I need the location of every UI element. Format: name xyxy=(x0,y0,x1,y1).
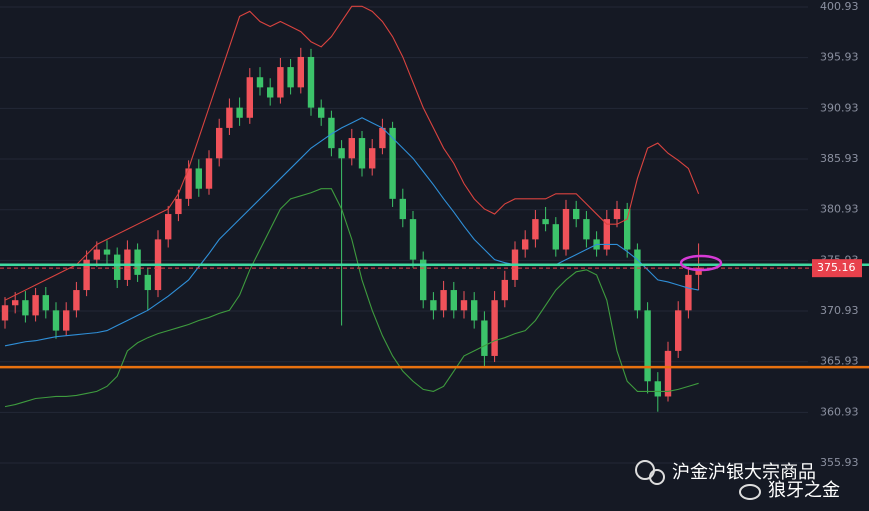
y-tick-label: 395.93 xyxy=(820,51,859,64)
candle-body xyxy=(307,56,315,108)
plot xyxy=(0,5,869,412)
wechat-icon xyxy=(649,469,665,485)
candle-body xyxy=(695,267,702,275)
candle-body xyxy=(63,310,70,331)
candle-body xyxy=(195,168,202,189)
candle-body xyxy=(328,117,335,149)
candle-body xyxy=(685,274,692,311)
candle-body xyxy=(654,381,661,397)
candle-body xyxy=(287,67,294,88)
y-tick-label: 385.93 xyxy=(820,152,859,165)
candle-body xyxy=(562,208,570,250)
y-tick-label: 400.93 xyxy=(820,0,859,13)
candle-body xyxy=(175,198,182,215)
candle-body xyxy=(103,249,111,255)
candle-body xyxy=(12,300,19,306)
watermark-text: 沪金沪银大宗商品 xyxy=(672,462,816,483)
candle-body xyxy=(644,310,651,382)
last-price-box xyxy=(812,259,862,278)
candle-body xyxy=(236,107,243,118)
candle-body xyxy=(369,148,376,169)
candle-body xyxy=(481,320,488,356)
candle-body xyxy=(624,208,631,250)
candle-body xyxy=(318,107,325,118)
watermark-text: 狼牙之金 xyxy=(768,480,840,501)
candle-body xyxy=(542,219,549,225)
candle-body xyxy=(420,259,427,301)
candle-body xyxy=(277,67,284,98)
candle-body xyxy=(471,300,478,321)
y-tick-label: 365.93 xyxy=(820,355,859,368)
candle-body xyxy=(501,279,508,301)
candle-body xyxy=(256,77,264,88)
candle-body xyxy=(93,249,100,260)
candle-body xyxy=(226,107,233,128)
y-tick-label: 380.93 xyxy=(820,203,859,216)
candle-body xyxy=(573,208,580,220)
candle-body xyxy=(83,259,90,291)
candle-body xyxy=(450,290,457,311)
candle-body xyxy=(216,127,223,159)
candle-body xyxy=(522,239,529,250)
candle-body xyxy=(246,77,253,118)
candle-body xyxy=(297,56,304,88)
band-line xyxy=(4,117,699,347)
candle-body xyxy=(144,274,151,291)
candle-body xyxy=(267,87,274,98)
candle-body xyxy=(185,168,192,199)
candle-body xyxy=(1,305,9,321)
candle-body xyxy=(205,158,213,189)
candle-body xyxy=(389,127,396,199)
y-tick-label: 370.93 xyxy=(820,304,859,317)
band-line xyxy=(4,5,700,301)
watermark: 沪金沪银大宗商品 狼牙之金 xyxy=(635,460,840,501)
candle-body xyxy=(664,350,672,397)
candle-body xyxy=(114,254,121,280)
candle-body xyxy=(603,219,610,250)
candle-body xyxy=(552,224,559,250)
candle-body xyxy=(409,219,417,260)
candle-body xyxy=(32,295,39,316)
candle-body xyxy=(583,219,590,240)
y-tick-label: 360.93 xyxy=(820,405,859,418)
candle-body xyxy=(73,290,80,311)
candle-body xyxy=(348,138,355,159)
candle-body xyxy=(42,295,49,311)
y-tick-label: 390.93 xyxy=(820,101,859,114)
candle-body xyxy=(52,310,60,331)
candle-body xyxy=(358,138,366,169)
candle-body xyxy=(491,300,498,356)
candle-body xyxy=(22,300,29,316)
candle-body xyxy=(675,310,682,351)
last-price-label: 375.16 xyxy=(817,261,856,274)
candle-body xyxy=(613,208,621,220)
weibo-icon xyxy=(739,484,761,500)
candle-body xyxy=(440,290,447,311)
candle-body xyxy=(379,127,386,149)
y-tick-label: 355.93 xyxy=(820,456,859,469)
candle-body xyxy=(399,198,406,220)
candle-body xyxy=(338,148,345,159)
candle-body xyxy=(634,249,641,311)
candle-body xyxy=(165,214,172,240)
candle-body xyxy=(460,300,468,311)
candle-body xyxy=(134,249,141,275)
highlight-ellipse xyxy=(679,254,723,272)
candle-body xyxy=(532,219,539,240)
candle-body xyxy=(430,300,437,311)
